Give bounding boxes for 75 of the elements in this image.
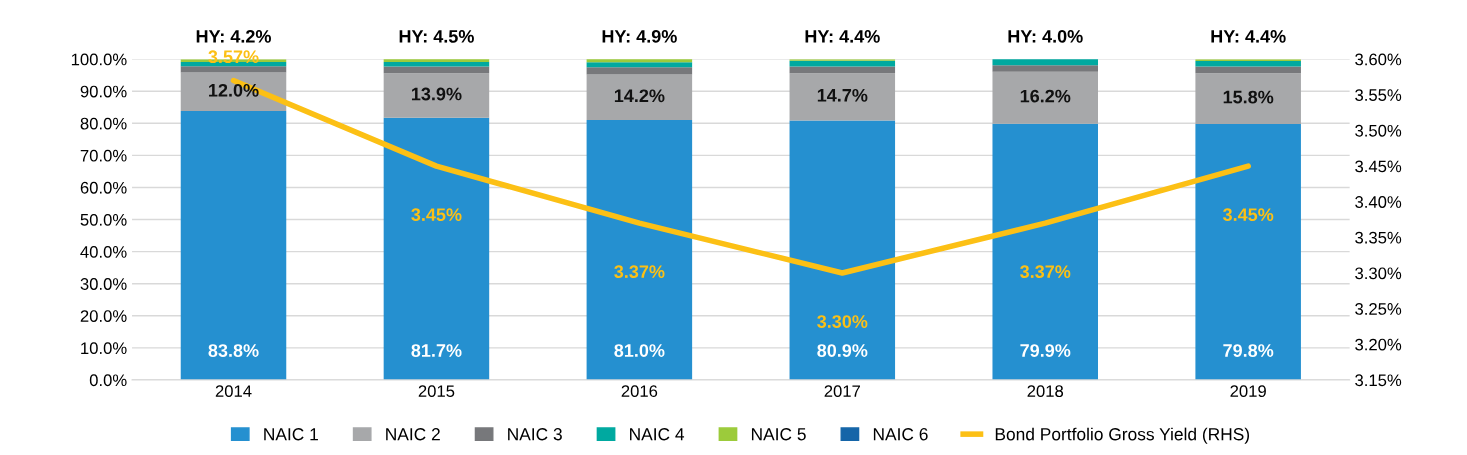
bar [180, 66, 287, 73]
x-tick-label: 2018 [1027, 385, 1064, 398]
y-tick-label: 60.0% [80, 181, 127, 194]
data-label: 79.9% [1020, 344, 1071, 357]
y2-tick-label: 3.25% [1355, 303, 1402, 315]
bar [383, 117, 490, 380]
x-tick-label: 2014 [215, 385, 252, 398]
data-label: 13.9% [411, 87, 462, 101]
legend-label: NAIC 3 [508, 428, 562, 441]
y2-tick-label: 3.55% [1355, 89, 1402, 101]
bar [180, 62, 287, 67]
y-tick-label: 100.0% [71, 53, 127, 66]
text: HY: 4.5% [399, 30, 474, 43]
y-tick-label: 80.0% [80, 117, 127, 130]
x-tick-label: 2019 [1230, 385, 1266, 398]
bar [789, 120, 896, 380]
text: HY: 4.0% [1008, 29, 1083, 43]
data-label: 83.8% [208, 344, 259, 357]
bar [1195, 61, 1301, 67]
y-tick-label: 20.0% [80, 310, 127, 322]
data-label: 81.0% [614, 344, 665, 357]
y-tick-label: 10.0% [81, 342, 127, 355]
y-tick-label: 30.0% [80, 278, 127, 290]
bar [383, 62, 490, 67]
legend-label: NAIC 5 [751, 428, 806, 441]
y-tick-label: 70.0% [80, 149, 127, 162]
x-tick-label: 2016 [621, 385, 658, 398]
text: HY: 4.4% [1211, 30, 1286, 43]
legend-label: NAIC 2 [386, 428, 440, 441]
data-label: 3.45% [411, 208, 462, 222]
bar [789, 73, 896, 121]
bar [992, 71, 1098, 124]
x-tick-label: 2017 [824, 385, 861, 398]
bar [992, 65, 1098, 72]
bar [1195, 73, 1301, 124]
data-label: 3.37% [614, 265, 665, 279]
bar [180, 111, 287, 380]
data-label: 14.2% [614, 89, 665, 103]
y2-tick-label: 3.60% [1355, 53, 1402, 66]
y2-tick-label: 3.50% [1355, 124, 1402, 137]
y2-tick-label: 3.20% [1355, 338, 1402, 351]
y-tick-label: 50.0% [80, 213, 127, 226]
data-label: 79.8% [1223, 344, 1274, 357]
bar [586, 67, 693, 75]
legend-label: NAIC 4 [630, 428, 685, 441]
bar [789, 60, 896, 67]
bar [586, 74, 693, 121]
y2-tick-label: 3.30% [1355, 267, 1402, 280]
y-tick-label: 90.0% [80, 85, 127, 98]
data-label: 15.8% [1223, 90, 1274, 104]
data-label: 80.9% [817, 344, 868, 357]
legend-label: NAIC 1 [264, 428, 318, 441]
data-label: 14.7% [817, 88, 868, 102]
data-label: 3.37% [1020, 265, 1071, 279]
text: HY: 4.9% [602, 29, 677, 43]
bar [586, 120, 693, 380]
bar [992, 123, 1098, 380]
text: HY: 4.4% [805, 30, 880, 43]
y2-tick-label: 3.15% [1355, 374, 1402, 387]
text: HY: 4.2% [196, 29, 271, 43]
legend-label: Bond Portfolio Gross Yield (RHS) [995, 427, 1250, 444]
y2-tick-label: 3.35% [1355, 231, 1402, 244]
y-tick-label: 0.0% [89, 374, 127, 387]
bar [586, 62, 693, 68]
data-label: 81.7% [411, 344, 462, 357]
data-label: 3.45% [1222, 208, 1274, 222]
y2-tick-label: 3.40% [1355, 196, 1402, 208]
y-tick-label: 40.0% [80, 246, 127, 258]
x-tick-label: 2015 [418, 385, 455, 398]
y2-tick-label: 3.45% [1355, 160, 1402, 173]
legend-label: NAIC 6 [873, 428, 928, 441]
bar [383, 73, 490, 118]
bar [1195, 123, 1301, 380]
data-label: 3.30% [817, 315, 868, 328]
data-label: 16.2% [1020, 89, 1071, 103]
